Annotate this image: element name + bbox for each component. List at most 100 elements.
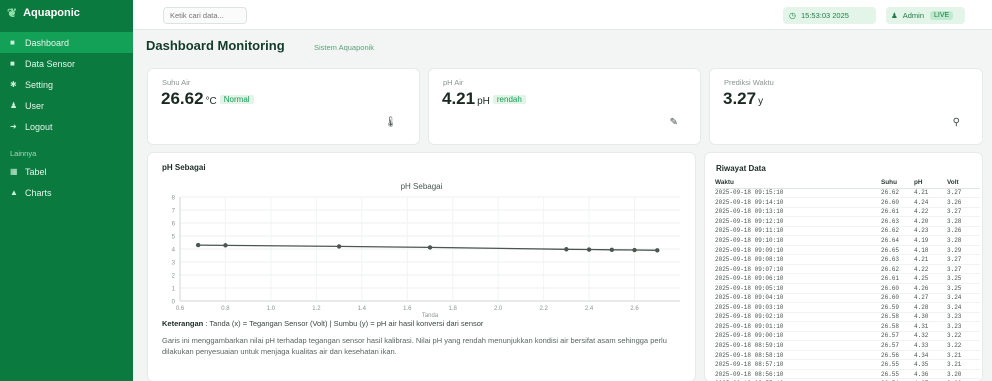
- stat-tag: rendah: [492, 95, 526, 104]
- table-cell: 3.23: [947, 312, 980, 323]
- table-cell: 4.24: [914, 197, 947, 208]
- sidebar-item-logout[interactable]: ➜ Logout: [0, 116, 133, 137]
- table-cell: 3.24: [947, 302, 980, 313]
- table-cell: 26.57: [881, 331, 914, 342]
- table-cell: 4.35: [914, 359, 947, 370]
- page-subtitle: Sistem Aquaponik: [314, 43, 375, 52]
- x-tick-label: 0.6: [176, 306, 185, 312]
- y-tick-label: 1: [172, 287, 176, 293]
- page-title: Dashboard Monitoring: [146, 38, 285, 53]
- table-icon: ▦: [10, 167, 18, 176]
- table-cell: 2025-09-18 09:08:10: [715, 254, 881, 265]
- table-row: 2025-09-18 08:57:10 26.55 4.35 3.21: [715, 359, 980, 370]
- table-row: 2025-09-18 09:07:10 26.62 4.22 3.27: [715, 264, 980, 275]
- x-tick-label: 1.2: [312, 306, 321, 312]
- chart-panel: 8 7 6 5 4 3 2 1 0 0.6 0.8 1.0 1.2 1.4 1.6 1.8 2.0 2.2 2.4 2…: [148, 153, 695, 381]
- stat-label: pH Air: [443, 78, 464, 87]
- sidebar-item-label: Charts: [25, 187, 52, 198]
- sidebar-item-data-sensor[interactable]: ■ Data Sensor: [0, 53, 133, 74]
- table-row: 2025-09-18 09:14:10 26.60 4.24 3.26: [715, 197, 980, 208]
- x-tick-label: 1.6: [403, 306, 412, 312]
- table-row: 2025-09-18 08:56:10 26.55 4.36 3.20: [715, 369, 980, 380]
- table-cell: 2025-09-18 09:09:10: [715, 245, 881, 256]
- table-cell: 26.63: [881, 216, 914, 227]
- y-tick-label: 5: [172, 235, 176, 241]
- table-cell: 3.28: [947, 216, 980, 227]
- table-cell: 2025-09-18 08:58:10: [715, 350, 881, 361]
- table-cell: 26.65: [881, 245, 914, 256]
- gear-icon: ✱: [10, 80, 17, 89]
- table-cell: 2025-09-18 09:14:10: [715, 197, 881, 208]
- table-cell: 3.26: [947, 226, 980, 237]
- sidebar-item-charts[interactable]: ▲ Charts: [0, 182, 133, 203]
- stat-number: 3.27: [723, 89, 757, 108]
- table-cell: 4.31: [914, 321, 947, 332]
- data-point: [632, 247, 637, 253]
- table-cell: 3.20: [947, 369, 980, 380]
- data-point: [223, 243, 228, 248]
- leaf-icon: ❦: [7, 6, 18, 20]
- time-badge: ◷ 15:53:03 2025: [783, 7, 876, 24]
- table-cell: 4.27: [914, 293, 947, 304]
- table-cell: 4.30: [914, 312, 947, 323]
- data-point: [195, 242, 201, 248]
- column-header[interactable]: pH: [914, 178, 947, 189]
- panel-title: pH Sebagai: [162, 163, 206, 172]
- user-icon: ♟: [10, 101, 18, 110]
- topbar: ◷ 15:53:03 2025 ♟ Admin LIVE: [133, 0, 992, 30]
- stat-number: 4.21: [442, 89, 476, 108]
- table-cell: 26.55: [881, 369, 914, 380]
- y-tick-label: 2: [172, 274, 176, 280]
- table-row: 2025-09-18 09:04:10 26.60 4.27 3.24: [715, 293, 980, 304]
- table-cell: 3.22: [947, 340, 980, 351]
- table-row: 2025-09-18 09:02:10 26.58 4.30 3.23: [715, 312, 980, 323]
- table-cell: 26.62: [881, 226, 914, 237]
- table-cell: 26.55: [881, 359, 914, 370]
- table-cell: 3.21: [947, 350, 980, 361]
- table-cell: 26.58: [881, 321, 914, 332]
- table-cell: 4.22: [914, 207, 947, 218]
- user-menu[interactable]: ♟ Admin LIVE: [886, 7, 965, 24]
- data-point: [336, 244, 342, 249]
- sidebar-item-label: User: [25, 100, 45, 111]
- table-cell: 4.25: [914, 273, 947, 284]
- pin-icon: ⚲: [952, 117, 960, 128]
- sidebar-item-dashboard[interactable]: ■ Dashboard: [0, 32, 133, 53]
- table-cell: 4.19: [914, 235, 947, 246]
- table-body: 2025-09-18 09:15:10 26.62 4.21 3.27 2025-09-…: [715, 188, 980, 381]
- stat-value: 4.21 pH rendah: [442, 89, 526, 109]
- table-cell: 3.26: [947, 197, 980, 208]
- sidebar-item-tabel[interactable]: ▦ Tabel: [0, 161, 133, 182]
- caption-text: : Tanda (x) = Tegangan Sensor (Volt) | S…: [205, 319, 484, 328]
- table-cell: 26.60: [881, 197, 914, 208]
- column-header[interactable]: Volt: [947, 178, 980, 189]
- history-panel: Riwayat Data Waktu Suhu pH Volt 2025-09-…: [705, 153, 982, 381]
- data-point: [609, 247, 615, 252]
- database-icon: ■: [10, 59, 15, 68]
- sidebar-item-user[interactable]: ♟ User: [0, 95, 133, 116]
- y-tick-label: 0: [172, 300, 176, 306]
- stat-unit: y: [758, 96, 764, 107]
- x-tick-label: 2.4: [585, 306, 594, 312]
- caption-label: Keterangan: [162, 319, 204, 328]
- table-cell: 2025-09-18 08:56:10: [715, 369, 881, 380]
- column-header[interactable]: Waktu: [715, 178, 881, 189]
- stat-card-temperature: Suhu Air 26.62 °C Normal 🌡: [148, 69, 419, 144]
- x-tick-label: 0.8: [221, 306, 230, 312]
- table-cell: 2025-09-18 08:57:10: [715, 359, 881, 370]
- pencil-icon: ✎: [669, 117, 678, 128]
- table-row: 2025-09-18 09:15:10 26.62 4.21 3.27: [715, 188, 980, 199]
- column-header[interactable]: Suhu: [881, 178, 914, 189]
- data-point: [564, 247, 569, 252]
- sidebar-item-setting[interactable]: ✱ Setting: [0, 74, 133, 95]
- history-table: Waktu Suhu pH Volt 2025-09-18 09:15:10 26…: [715, 178, 980, 381]
- sidebar-section-title: Lainnya: [10, 149, 37, 158]
- table-cell: 26.62: [881, 264, 914, 275]
- table-cell: 26.57: [881, 340, 914, 351]
- table-row: 2025-09-18 09:13:10 26.61 4.22 3.27: [715, 207, 980, 218]
- search-input[interactable]: [163, 7, 247, 24]
- brand[interactable]: ❦ Aquaponic: [0, 0, 133, 26]
- table-cell: 26.61: [881, 273, 914, 284]
- table-row: 2025-09-18 09:01:10 26.58 4.31 3.23: [715, 321, 980, 332]
- stat-label: Suhu Air: [162, 78, 191, 87]
